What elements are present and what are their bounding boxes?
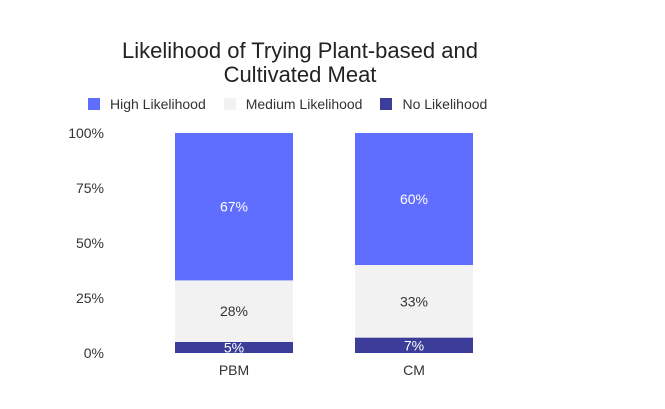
data-label: 7% [404,337,424,353]
x-tick-label: PBM [219,362,249,378]
x-tick-label: CM [403,362,425,378]
legend-swatch-none [380,98,393,110]
data-label: 60% [400,191,428,207]
data-label: 67% [220,199,248,215]
chart-title-line-1: Likelihood of Trying Plant-based and [122,38,478,63]
legend-item-high: High Likelihood [88,96,206,112]
legend-swatch-medium [223,98,236,110]
bar-segment [355,337,473,353]
bar-segment [175,342,293,353]
y-tick-label: 75% [76,180,104,196]
legend: High Likelihood Medium Likelihood No Lik… [88,95,505,113]
y-tick-label: 0% [84,345,104,361]
legend-label-high: High Likelihood [110,96,206,112]
data-label: 5% [224,340,244,356]
legend-label-none: No Likelihood [402,96,488,112]
data-label: 33% [400,293,428,309]
y-tick-label: 100% [68,125,104,141]
data-label: 28% [220,303,248,319]
legend-item-none: No Likelihood [380,96,487,112]
chart-title-line-2: Cultivated Meat [223,62,377,87]
bar-segment [355,133,473,265]
bar-segment [355,265,473,338]
legend-label-medium: Medium Likelihood [245,96,363,112]
y-tick-label: 25% [76,290,104,306]
legend-item-medium: Medium Likelihood [223,96,363,112]
bar-segment [175,133,293,281]
bar-segment [175,280,293,342]
y-tick-label: 50% [76,235,104,251]
legend-swatch-high [88,98,100,110]
